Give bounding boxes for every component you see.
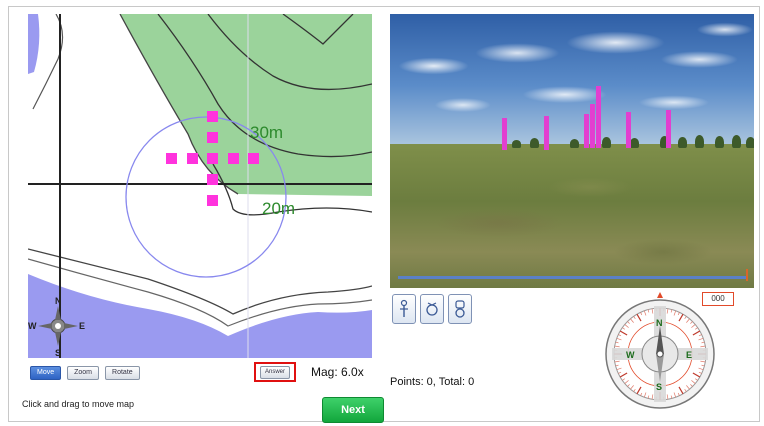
score-text: Points: 0, Total: 0 [390,376,475,388]
map-north-arrow-icon: N S W E [28,296,85,358]
map-south-letter: S [55,348,61,358]
control-pole [544,116,549,150]
compass-letter-s: S [656,382,662,392]
toggle-view-icon [455,300,465,318]
map-hint-text: Click and drag to move map [22,399,135,409]
contour-label-20: 20m [262,199,295,218]
toggle-view-button[interactable] [448,294,472,324]
contour-label-30: 30m [250,123,283,142]
control-markers [166,111,259,206]
orienteering-map[interactable]: 30m 20m N S W E [28,14,372,358]
next-button[interactable]: Next [322,397,384,423]
control-pole [584,114,589,148]
bearing-readout: 000 [702,292,734,306]
map-west-letter: W [28,321,37,331]
map-north-letter: N [55,296,62,306]
walk-button[interactable] [392,294,416,324]
compass-letter-e: E [686,350,692,360]
terrain-3d-view[interactable] [390,14,754,288]
view-progress-marker[interactable] [746,269,748,281]
compass-index-marker [657,292,663,298]
map-mode-toolbar: Move Zoom Rotate [30,366,140,380]
move-mode-button[interactable]: Move [30,366,62,380]
water-area-top [28,14,40,74]
control-pole [596,86,601,148]
compass-letter-n: N [656,318,663,328]
rotate-view-icon [426,302,438,316]
sky [390,14,754,144]
map-east-letter: E [79,321,85,331]
view-progress-bar [398,276,748,279]
control-pole [502,118,507,150]
vegetation-area [120,14,372,196]
rotate-view-button[interactable] [420,294,444,324]
range-circle [125,116,287,278]
treeline [510,134,754,148]
magnification-readout: Mag: 6.0x [311,365,364,379]
compass-letter-w: W [626,350,635,360]
rotate-mode-button[interactable]: Rotate [105,366,140,380]
control-pole [666,110,671,148]
ground [390,144,754,288]
answer-highlight: Answer [254,362,296,382]
view-tools [392,294,472,324]
walk-person-icon [400,299,408,317]
control-pole [590,104,595,148]
zoom-mode-button[interactable]: Zoom [67,366,100,380]
water-area-bottom [28,274,372,358]
control-pole [626,112,631,148]
compass-needle-icon [656,326,664,354]
compass[interactable]: N S W E [600,292,720,412]
answer-button[interactable]: Answer [259,365,290,379]
